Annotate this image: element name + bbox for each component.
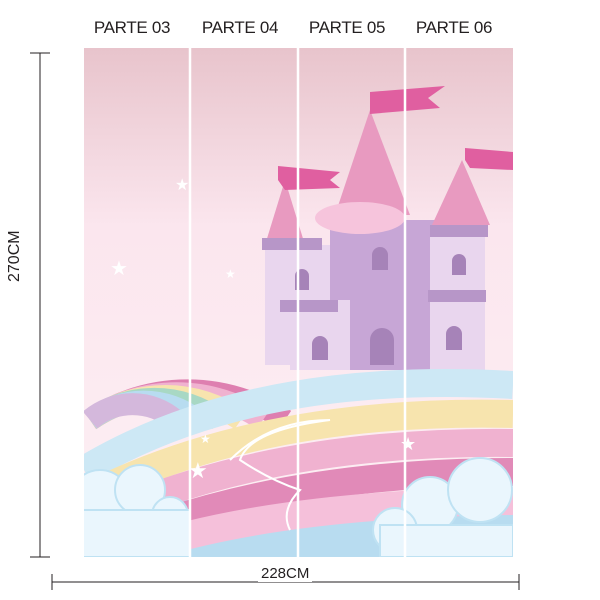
part-label-06: PARTE 06 — [415, 18, 493, 37]
svg-text:★: ★ — [200, 432, 211, 446]
flag-left — [278, 166, 340, 190]
part-label-04: PARTE 04 — [201, 18, 279, 37]
cloud-right — [372, 457, 513, 557]
stars: ★ ★ ★ ★ ★ ★ — [110, 177, 416, 483]
svg-text:★: ★ — [175, 177, 189, 194]
sparkle-trail — [229, 419, 331, 531]
height-dimension-line — [30, 52, 50, 558]
svg-text:★: ★ — [110, 258, 128, 280]
svg-text:★: ★ — [225, 267, 236, 281]
width-label: 228CM — [258, 565, 313, 582]
height-label: 270CM — [6, 227, 24, 285]
width-dimension-line — [51, 574, 520, 590]
flag-center — [370, 86, 445, 114]
flag-right — [465, 148, 513, 170]
panel-dividers — [188, 48, 407, 557]
part-label-03: PARTE 03 — [93, 18, 171, 37]
svg-text:★: ★ — [400, 434, 416, 454]
svg-text:★: ★ — [188, 458, 208, 483]
part-label-05: PARTE 05 — [308, 18, 386, 37]
